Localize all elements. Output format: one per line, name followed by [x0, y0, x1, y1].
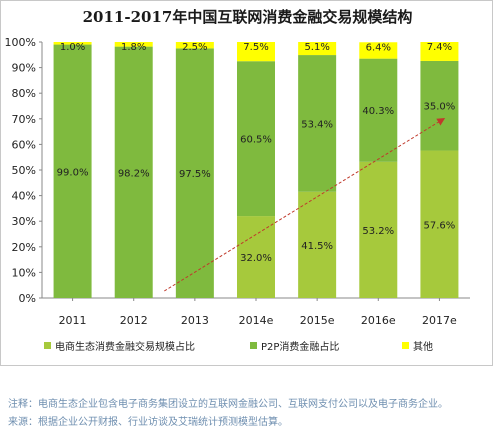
y-tick-label: 60% — [12, 138, 36, 151]
bar-segment — [420, 60, 459, 151]
data-label: 5.1% — [304, 42, 329, 53]
data-label: 7.4% — [427, 42, 452, 53]
y-tick-label: 50% — [12, 164, 36, 177]
bar-segment — [53, 42, 92, 45]
stacked-bar-chart: 0% 10% 20% 30% 40% 50% 60% 70% 80% 90% 100% 99.0% 1.… — [5, 36, 470, 327]
legend-label: P2P消费金融占比 — [261, 342, 340, 353]
y-tick-label: 20% — [12, 241, 36, 254]
bar-segment — [359, 42, 398, 59]
legend-item: 其他 — [402, 338, 433, 353]
source-text: 来源：根据企业公开财报、行业访谈及艾瑞统计预测模型估算。 — [8, 417, 288, 428]
legend-item: P2P消费金融占比 — [250, 338, 339, 353]
bar-segment — [237, 216, 275, 298]
data-label: 98.2% — [118, 168, 150, 179]
bar-segment — [359, 58, 398, 162]
bar-segment — [298, 55, 337, 192]
legend-label: 电商生态消费金融交易规模占比 — [55, 342, 195, 353]
y-tick-label: 10% — [12, 266, 36, 279]
data-label: 1.8% — [121, 42, 146, 53]
bar-segment — [420, 150, 459, 298]
data-label: 32.0% — [240, 253, 272, 264]
legend-swatch — [250, 342, 257, 349]
y-tick-label: 90% — [12, 62, 36, 75]
data-label: 1.0% — [60, 42, 85, 53]
bar-segment — [298, 42, 337, 56]
data-label: 53.2% — [362, 226, 394, 237]
data-label: 60.5% — [240, 135, 272, 146]
chart-title: 2011-2017年中国互联网消费金融交易规模结构 — [82, 8, 413, 26]
data-label: 97.5% — [179, 169, 211, 180]
data-label: 2.5% — [182, 42, 207, 53]
chart-frame — [0, 0, 493, 366]
data-label: 57.6% — [424, 220, 456, 231]
y-tick-label: 0% — [19, 292, 36, 305]
data-label: 53.4% — [301, 119, 333, 130]
data-label: 7.5% — [243, 42, 268, 53]
data-label: 35.0% — [424, 102, 456, 113]
note-text: 注释：电商生态企业包含电子商务集团设立的互联网金融公司、互联网支付公司以及电子商… — [8, 399, 448, 410]
y-tick-label: 100% — [5, 36, 36, 49]
footnotes: 注释：电商生态企业包含电子商务集团设立的互联网金融公司、互联网支付公司以及电子商… — [8, 396, 448, 432]
data-label: 99.0% — [57, 167, 89, 178]
y-tick-label: 30% — [12, 215, 36, 228]
data-label: 6.4% — [366, 42, 391, 53]
data-label: 40.3% — [362, 106, 394, 117]
bar-segment — [114, 46, 153, 298]
legend-swatch — [44, 342, 51, 349]
bar-segment — [298, 191, 337, 298]
x-tick-label: 2012 — [120, 314, 148, 327]
y-tick-label: 80% — [12, 87, 36, 100]
legend-swatch — [402, 342, 409, 349]
bar-segment — [53, 44, 92, 299]
legend-item: 电商生态消费金融交易规模占比 — [44, 338, 195, 353]
x-tick-label: 2011 — [59, 314, 87, 327]
chart-legend: 电商生态消费金融交易规模占比 P2P消费金融占比 其他 — [0, 338, 495, 354]
x-tick-label: 2016e — [361, 314, 396, 327]
data-label: 41.5% — [301, 241, 333, 252]
bar-segment — [237, 61, 275, 217]
bar-segment — [175, 42, 214, 49]
bar-segment — [359, 161, 398, 298]
bar-segment — [420, 42, 459, 61]
bar-segment — [114, 42, 153, 47]
bar-segment — [175, 48, 214, 299]
legend-label: 其他 — [413, 342, 433, 353]
bar-segment — [237, 42, 275, 62]
x-tick-label: 2013 — [181, 314, 209, 327]
x-tick-label: 2017e — [422, 314, 457, 327]
y-tick-label: 40% — [12, 190, 36, 203]
x-tick-label: 2015e — [300, 314, 335, 327]
y-tick-label: 70% — [12, 113, 36, 126]
x-tick-label: 2014e — [239, 314, 274, 327]
